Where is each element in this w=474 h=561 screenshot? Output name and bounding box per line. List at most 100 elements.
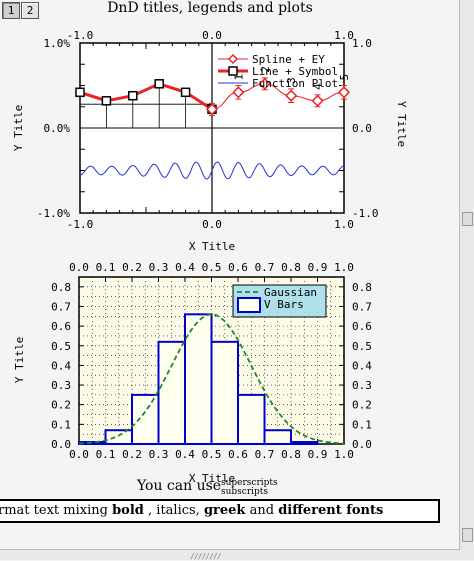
- plot2-bar: [263, 429, 292, 446]
- format-text-box: rmat text mixing bold , italics, greek a…: [0, 499, 440, 523]
- plot1-x-top-tick-label: 0.0: [202, 29, 222, 42]
- plot2-x-tick-label: 0.3: [149, 448, 169, 461]
- grip-icon: ////////: [190, 552, 222, 561]
- plot2-x-tick-label: 0.9: [308, 448, 328, 461]
- plot1-square-marker: [128, 90, 138, 101]
- scroll-thumb-lower[interactable]: [462, 528, 473, 542]
- plot1-line-symbol-line: [79, 82, 213, 111]
- subscript-text: You can use superscripts subscripts: [137, 478, 278, 497]
- scroll-thumb[interactable]: [462, 212, 473, 226]
- plot1-spline-line: [211, 83, 345, 110]
- plot2-x-tick-label: 0.8: [281, 448, 301, 461]
- plot2-y-tick-label: 0.8: [51, 281, 71, 294]
- plot2-y-tick-label: 0.6: [51, 320, 71, 333]
- tab-1[interactable]: 1: [2, 2, 20, 19]
- plot2-bar: [104, 429, 133, 446]
- plot1-point-label: 2: [259, 66, 272, 73]
- plot1-diamond-marker: [285, 89, 298, 102]
- subtext-main: You can use: [137, 478, 222, 494]
- plot2-x-top-tick-label: 0.1: [96, 261, 116, 274]
- plot2-legend-swatch-bar: [237, 297, 261, 313]
- plot1-y-tick-label: 1.0%: [44, 37, 71, 50]
- plot2-x-top-tick-label: 0.3: [149, 261, 169, 274]
- plot2-y-tick-label: 0.4: [51, 359, 71, 372]
- plot2-x-top-tick-label: 0.7: [255, 261, 275, 274]
- format-text-fonts: different fonts: [278, 503, 384, 518]
- plot2-bar: [78, 441, 107, 446]
- plot1-legend-label: Function Plot: [252, 77, 338, 90]
- plot2-y-right-tick-label: 0.2: [352, 399, 372, 412]
- plot1-frame: [79, 42, 345, 214]
- format-text-part2: , italics,: [148, 503, 200, 518]
- plot1-function-line: [79, 161, 345, 180]
- plot1-legend-label: Spline + EY: [252, 53, 325, 66]
- plot2-bar: [157, 340, 186, 445]
- plot1-y-right-tick-label: -1.0: [352, 207, 379, 220]
- plot1-x-tick-label: -1.0: [67, 218, 94, 231]
- plot2-legend-box: [232, 284, 327, 318]
- format-text-greek: greek: [203, 503, 246, 518]
- plot2-x-top-tick-label: 0.2: [122, 261, 142, 274]
- plot1-x-tick-label: 0.0: [202, 218, 222, 231]
- plot1-legend-swatch-marker: [227, 53, 239, 65]
- plot1-legend-label: Line + Symbol: [252, 65, 338, 78]
- plot2-y-right-tick-label: 0.3: [352, 379, 372, 392]
- plot2-x-top-tick-label: 0.6: [228, 261, 248, 274]
- plot2-bar: [237, 393, 266, 445]
- plot1-square-marker: [101, 96, 112, 106]
- format-text-part1: rmat text mixing: [0, 503, 108, 518]
- plot2-x-top-tick-label: 0.9: [308, 261, 328, 274]
- plot2-x-tick-label: 0.5: [202, 448, 222, 461]
- page-title: DnD titles, legends and plots: [107, 0, 313, 16]
- plot1-square-marker: [75, 87, 85, 98]
- plot2-x-top-tick-label: 0.4: [175, 261, 195, 274]
- plot1-point-label: 3: [285, 77, 298, 84]
- plot1-square-marker: [180, 87, 191, 98]
- plot1-diamond-marker: [232, 86, 245, 99]
- plot1-diamond-marker: [311, 94, 324, 107]
- plot2-y-right-tick-label: 0.7: [352, 300, 372, 313]
- plot2-y-label: Y Title: [13, 337, 26, 383]
- subtext-superscript: superscripts: [221, 478, 278, 488]
- plot1-x-top-tick-label: 1.0: [334, 29, 354, 42]
- plot2-legend-label: Gaussian: [264, 286, 317, 299]
- plot2-x-tick-label: 0.7: [255, 448, 275, 461]
- plot1-y-right-tick-label: 1.0: [352, 37, 372, 50]
- plot2-bar: [210, 340, 239, 445]
- plot1-x-top-tick-label: -1.0: [67, 29, 94, 42]
- plot2-gaussian-line: [78, 313, 345, 445]
- plot2-y-right-tick-label: 0.8: [352, 281, 372, 294]
- plot2-x-tick-label: 0.4: [175, 448, 195, 461]
- plot2-x-top-tick-label: 1.0: [334, 261, 354, 274]
- plot1-y-tick-label: -1.0%: [37, 207, 70, 220]
- plot2-y-right-tick-label: 0.6: [352, 320, 372, 333]
- plot2-frame: [78, 276, 345, 445]
- subtext-subscript: subscripts: [221, 487, 269, 497]
- plot2-y-tick-label: 0.3: [51, 379, 71, 392]
- plot2-y-tick-label: 0.5: [51, 340, 71, 353]
- plot2-x-tick-label: 0.1: [96, 448, 116, 461]
- plot2-y-right-tick-label: 0.4: [352, 359, 372, 372]
- plot1-y-right-label: Y Title: [395, 101, 408, 147]
- horizontal-scrollbar[interactable]: ////////: [0, 549, 460, 561]
- plot1-diamond-marker: [205, 103, 219, 116]
- plot1-square-marker: [154, 79, 164, 89]
- vertical-scrollbar[interactable]: [459, 0, 474, 560]
- plot2-y-right-tick-label: 0.0: [352, 438, 372, 451]
- plot2-x-tick-label: 1.0: [334, 448, 354, 461]
- format-text-part3: and: [249, 503, 275, 518]
- plot1-diamond-marker: [258, 77, 271, 90]
- plot1-y-label: Y Title: [12, 105, 25, 151]
- plot2-y-right-tick-label: 0.5: [352, 340, 372, 353]
- plot1-point-label: 5: [338, 74, 351, 81]
- plot1-x-tick-label: 1.0: [334, 218, 354, 231]
- plot1-legend-swatch-marker: [228, 66, 238, 76]
- plot2-bar: [290, 441, 319, 446]
- plot2-x-top-tick-label: 0.5: [202, 261, 222, 274]
- plot1-point-label: 4: [312, 83, 325, 90]
- tab-2[interactable]: 2: [21, 2, 39, 19]
- plot2-legend-label: V Bars: [264, 298, 304, 311]
- plot2-x-top-tick-label: 0.0: [69, 261, 89, 274]
- plot1-y-tick-label: 0.0%: [44, 122, 71, 135]
